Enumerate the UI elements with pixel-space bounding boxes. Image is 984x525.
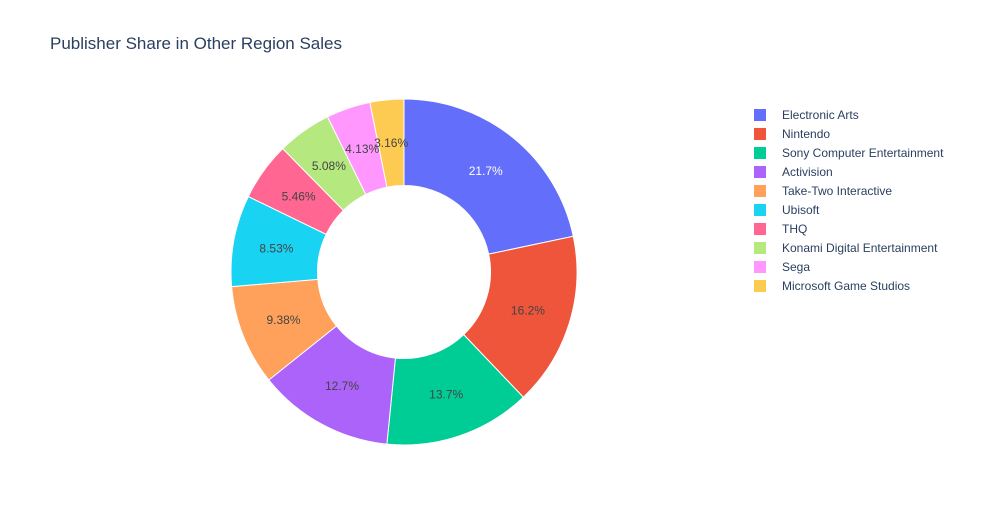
legend-item[interactable]: Microsoft Game Studios <box>754 277 943 296</box>
legend-label: Konami Digital Entertainment <box>782 241 938 256</box>
legend-item[interactable]: Nintendo <box>754 124 943 143</box>
legend-item[interactable]: Konami Digital Entertainment <box>754 239 943 258</box>
legend-item[interactable]: Electronic Arts <box>754 105 943 124</box>
slice-label: 21.7% <box>469 164 503 178</box>
slices-layer <box>230 98 578 446</box>
legend-label: Nintendo <box>782 126 831 141</box>
legend-label: Electronic Arts <box>782 107 859 122</box>
legend-item[interactable]: Sega <box>754 258 943 277</box>
slice-microsoft-game-studios[interactable] <box>369 98 405 188</box>
slice-label: 9.38% <box>266 313 300 327</box>
slice-nintendo[interactable] <box>462 235 578 398</box>
slice-label: 12.7% <box>325 379 359 393</box>
legend-swatch <box>754 242 766 255</box>
legend-swatch <box>754 204 766 217</box>
legend-swatch <box>754 261 766 274</box>
legend-label: Sony Computer Entertainment <box>782 145 944 160</box>
slice-electronic-arts[interactable] <box>403 98 574 255</box>
legend-label: Sega <box>782 260 811 275</box>
legend-item[interactable]: Activision <box>754 162 943 181</box>
slice-label: 16.2% <box>511 303 545 317</box>
legend-item[interactable]: Sony Computer Entertainment <box>754 143 943 162</box>
legend-item[interactable]: Ubisoft <box>754 200 943 219</box>
slice-labels-layer: 21.7% 16.2% 13.7% 12.7% 9.38% 8.53% 5.46% 5.08%… <box>259 136 545 402</box>
legend-label: Microsoft Game Studios <box>782 279 911 294</box>
legend-label: Ubisoft <box>782 203 820 218</box>
legend-swatch <box>754 280 766 293</box>
slice-label: 13.7% <box>429 388 463 402</box>
slice-label: 8.53% <box>259 241 293 255</box>
legend-swatch <box>754 165 766 178</box>
legend: Electronic Arts Nintendo Sony Computer Ent… <box>754 105 943 296</box>
legend-swatch <box>754 184 766 197</box>
slice-label: 5.08% <box>312 159 346 173</box>
slice-label: 4.13% <box>345 142 379 156</box>
legend-swatch <box>754 146 766 159</box>
slice-label: 3.16% <box>374 136 408 150</box>
legend-label: Activision <box>782 164 833 179</box>
legend-item[interactable]: THQ <box>754 220 943 239</box>
legend-swatch <box>754 127 766 140</box>
legend-label: THQ <box>782 222 808 237</box>
legend-label: Take-Two Interactive <box>782 183 893 198</box>
slice-label: 5.46% <box>282 189 316 203</box>
legend-swatch <box>754 223 766 236</box>
legend-swatch <box>754 108 766 121</box>
legend-item[interactable]: Take-Two Interactive <box>754 181 943 200</box>
chart-title: Publisher Share in Other Region Sales <box>50 34 342 53</box>
